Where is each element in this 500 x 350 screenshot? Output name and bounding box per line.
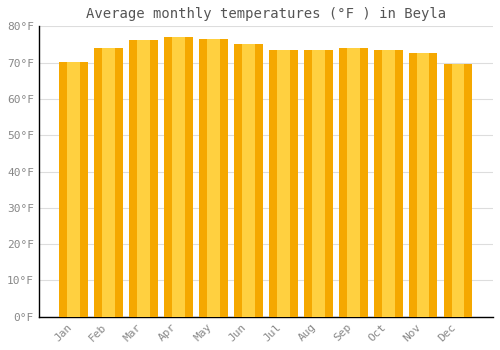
Bar — [277, 49, 290, 317]
Bar — [68, 62, 80, 317]
Bar — [60, 62, 68, 317]
Bar — [172, 37, 185, 317]
Bar — [80, 62, 88, 317]
Bar — [199, 39, 228, 317]
Bar — [185, 37, 193, 317]
Bar — [164, 37, 172, 317]
Bar — [242, 44, 255, 317]
Bar — [94, 48, 102, 317]
Bar — [234, 44, 263, 317]
Bar — [409, 53, 438, 317]
Bar — [164, 37, 193, 317]
Bar — [382, 50, 394, 317]
Bar — [199, 39, 207, 317]
Bar — [394, 50, 402, 317]
Bar — [374, 50, 382, 317]
Bar — [290, 49, 298, 317]
Bar — [60, 62, 88, 317]
Bar — [339, 48, 368, 317]
Bar — [115, 48, 123, 317]
Bar — [374, 50, 402, 317]
Title: Average monthly temperatures (°F ) in Beyla: Average monthly temperatures (°F ) in Be… — [86, 7, 446, 21]
Bar — [339, 48, 347, 317]
Bar — [269, 49, 298, 317]
Bar — [255, 44, 263, 317]
Bar — [102, 48, 115, 317]
Bar — [416, 53, 430, 317]
Bar — [444, 64, 472, 317]
Bar — [347, 48, 360, 317]
Bar — [137, 40, 150, 317]
Bar — [304, 50, 332, 317]
Bar — [304, 50, 312, 317]
Bar — [464, 64, 472, 317]
Bar — [430, 53, 438, 317]
Bar — [130, 40, 138, 317]
Bar — [324, 50, 332, 317]
Bar — [409, 53, 417, 317]
Bar — [234, 44, 242, 317]
Bar — [452, 64, 464, 317]
Bar — [444, 64, 452, 317]
Bar — [150, 40, 158, 317]
Bar — [360, 48, 368, 317]
Bar — [312, 50, 325, 317]
Bar — [269, 49, 277, 317]
Bar — [94, 48, 123, 317]
Bar — [220, 39, 228, 317]
Bar — [130, 40, 158, 317]
Bar — [207, 39, 220, 317]
